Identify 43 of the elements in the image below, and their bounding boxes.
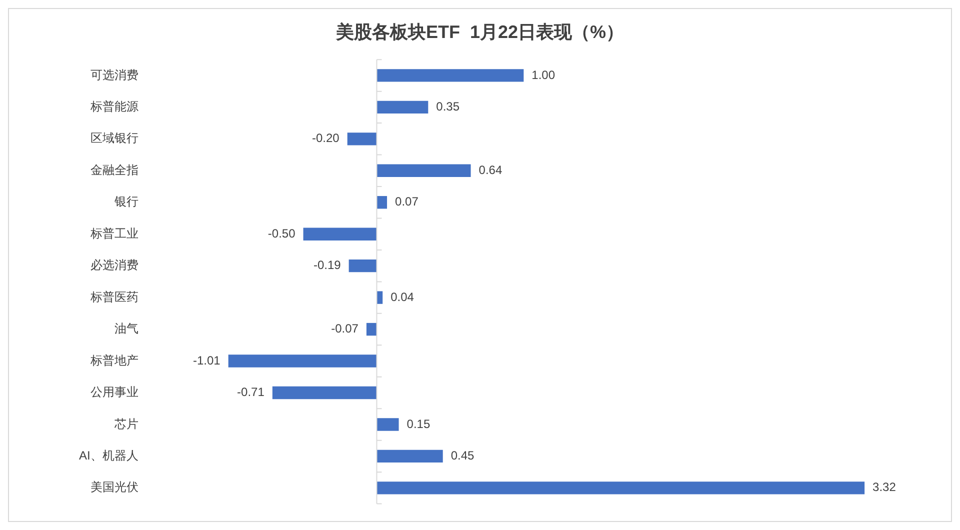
bar <box>272 386 377 400</box>
bar <box>376 450 443 463</box>
bar <box>376 482 865 494</box>
bar <box>347 132 377 146</box>
data-label: 0.07 <box>395 194 419 209</box>
data-label: 0.45 <box>450 448 475 463</box>
data-label: 0.35 <box>436 100 460 114</box>
bar <box>376 164 471 177</box>
y-tick-label: 公用事业 <box>90 385 138 400</box>
bar <box>376 291 383 304</box>
data-label: -1.01 <box>192 353 221 368</box>
y-tick-label: 标普地产 <box>89 353 138 368</box>
y-tick-label: 芯片 <box>113 416 138 431</box>
y-tick-label: 银行 <box>113 194 138 209</box>
bar <box>376 100 428 114</box>
bar <box>228 354 377 368</box>
y-tick-label: 必选消费 <box>90 258 138 272</box>
data-label: -0.50 <box>268 226 296 240</box>
data-label: -0.19 <box>313 258 342 272</box>
chart-title: 美股各板块ETF 1月22日表现（%） <box>334 22 624 42</box>
data-label: -0.07 <box>331 322 359 336</box>
data-label: -0.20 <box>312 131 340 146</box>
y-tick-label: 金融全指 <box>90 162 138 177</box>
y-tick-label: 标普工业 <box>89 226 138 240</box>
y-tick-label: AI、机器人 <box>78 448 138 463</box>
data-label: 0.04 <box>390 290 414 304</box>
y-tick-label: 可选消费 <box>90 68 138 82</box>
y-tick-label: 美国光伏 <box>90 480 138 494</box>
bar <box>303 228 377 240</box>
data-label: -0.71 <box>237 385 265 400</box>
data-label: 0.15 <box>406 416 430 431</box>
data-label: 3.32 <box>872 480 896 494</box>
data-label: 0.64 <box>478 162 502 177</box>
y-tick-label: 油气 <box>114 322 138 336</box>
y-tick-label: 标普医药 <box>89 290 138 304</box>
bar <box>376 196 388 209</box>
data-label: 1.00 <box>532 68 556 82</box>
y-tick-label: 标普能源 <box>89 100 138 114</box>
bar <box>366 322 377 336</box>
bar <box>376 418 399 431</box>
bar <box>348 259 377 272</box>
bar <box>376 69 524 82</box>
y-tick-label: 区域银行 <box>90 131 138 146</box>
